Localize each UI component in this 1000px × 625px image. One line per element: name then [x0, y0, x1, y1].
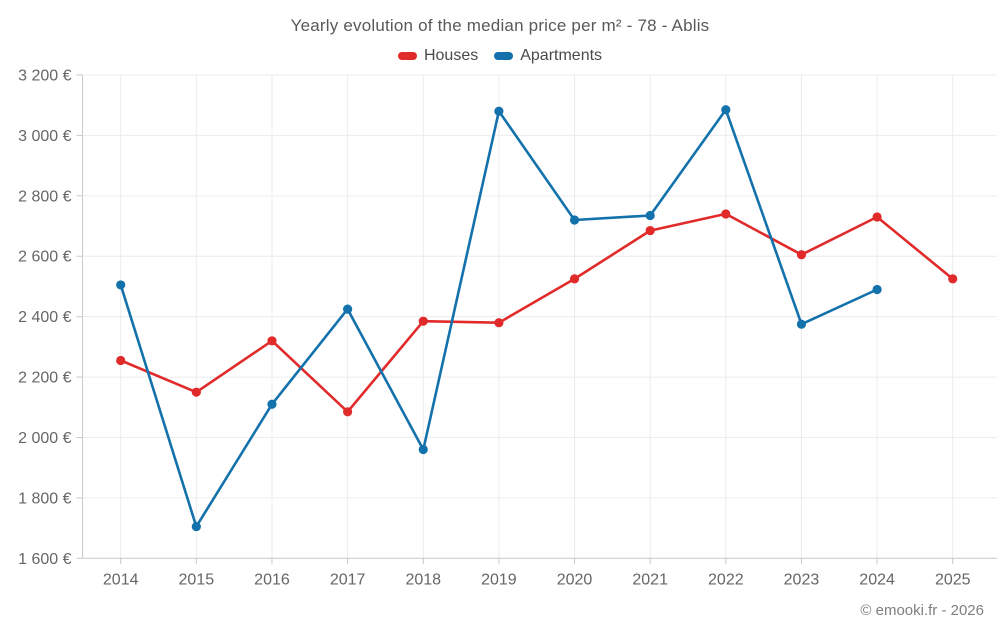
y-tick-label: 2 600 € — [18, 249, 71, 266]
y-tick-label: 3 200 € — [18, 68, 71, 85]
apartments-point-2018[interactable] — [418, 444, 428, 455]
y-tick-label: 2 200 € — [18, 370, 71, 387]
legend: Houses Apartments — [0, 47, 1000, 65]
apartments-point-2016[interactable] — [267, 399, 277, 409]
houses-point-2017[interactable] — [343, 407, 353, 417]
houses-point-2018[interactable] — [418, 316, 428, 326]
legend-item-apartments[interactable]: Apartments — [494, 47, 602, 65]
houses-legend-swatch-icon — [397, 52, 417, 60]
houses-point-2025[interactable] — [948, 274, 958, 284]
y-tick-label: 3 000 € — [18, 128, 71, 145]
legend-label-houses: Houses — [423, 47, 479, 64]
y-tick-label: 2 800 € — [18, 188, 71, 205]
apartments-point-2015[interactable] — [191, 521, 201, 532]
x-tick-label: 2024 — [859, 571, 895, 588]
x-tick-label: 2020 — [557, 571, 593, 588]
apartments-point-2024[interactable] — [872, 284, 882, 295]
x-tick-label: 2016 — [254, 571, 290, 588]
houses-point-2016[interactable] — [267, 336, 277, 346]
houses-line — [119, 212, 954, 414]
x-tick-label: 2015 — [179, 571, 215, 588]
x-tick-label: 2018 — [405, 571, 441, 588]
houses-point-2014[interactable] — [116, 355, 126, 366]
houses-point-2022[interactable] — [721, 209, 731, 219]
houses-point-2023[interactable] — [796, 250, 807, 260]
x-tick-label: 2021 — [632, 571, 668, 588]
chart-title: Yearly evolution of the median price per… — [290, 16, 710, 35]
apartments-point-2014[interactable] — [116, 280, 126, 290]
apartments-point-2017[interactable] — [343, 304, 353, 314]
legend-item-houses[interactable]: Houses — [397, 47, 479, 65]
x-tick-label: 2025 — [935, 571, 971, 588]
apartments-point-2019[interactable] — [494, 106, 504, 116]
x-tick-label: 2022 — [708, 571, 744, 588]
apartments-point-2023[interactable] — [796, 319, 807, 329]
apartments-point-2022[interactable] — [721, 105, 731, 115]
houses-point-2019[interactable] — [494, 318, 504, 328]
y-tick-label: 1 800 € — [18, 490, 71, 507]
houses-point-2015[interactable] — [191, 387, 201, 397]
apartments-point-2020[interactable] — [569, 215, 580, 225]
y-tick-label: 2 000 € — [18, 430, 71, 447]
copyright-notice: © emooki.fr - 2026 — [860, 602, 984, 619]
apartments-point-2021[interactable] — [645, 210, 655, 221]
x-tick-label: 2019 — [481, 571, 517, 588]
x-tick-label: 2023 — [784, 571, 820, 588]
houses-point-2021[interactable] — [645, 225, 655, 236]
legend-label-apartments: Apartments — [520, 47, 603, 64]
apartments-legend-swatch-icon — [494, 52, 514, 60]
x-tick-label: 2017 — [330, 571, 366, 588]
x-tick-label: 2014 — [103, 571, 139, 588]
houses-point-2024[interactable] — [872, 212, 882, 222]
houses-point-2020[interactable] — [569, 274, 580, 284]
y-tick-label: 2 400 € — [18, 309, 71, 326]
y-tick-label: 1 600 € — [18, 551, 71, 568]
